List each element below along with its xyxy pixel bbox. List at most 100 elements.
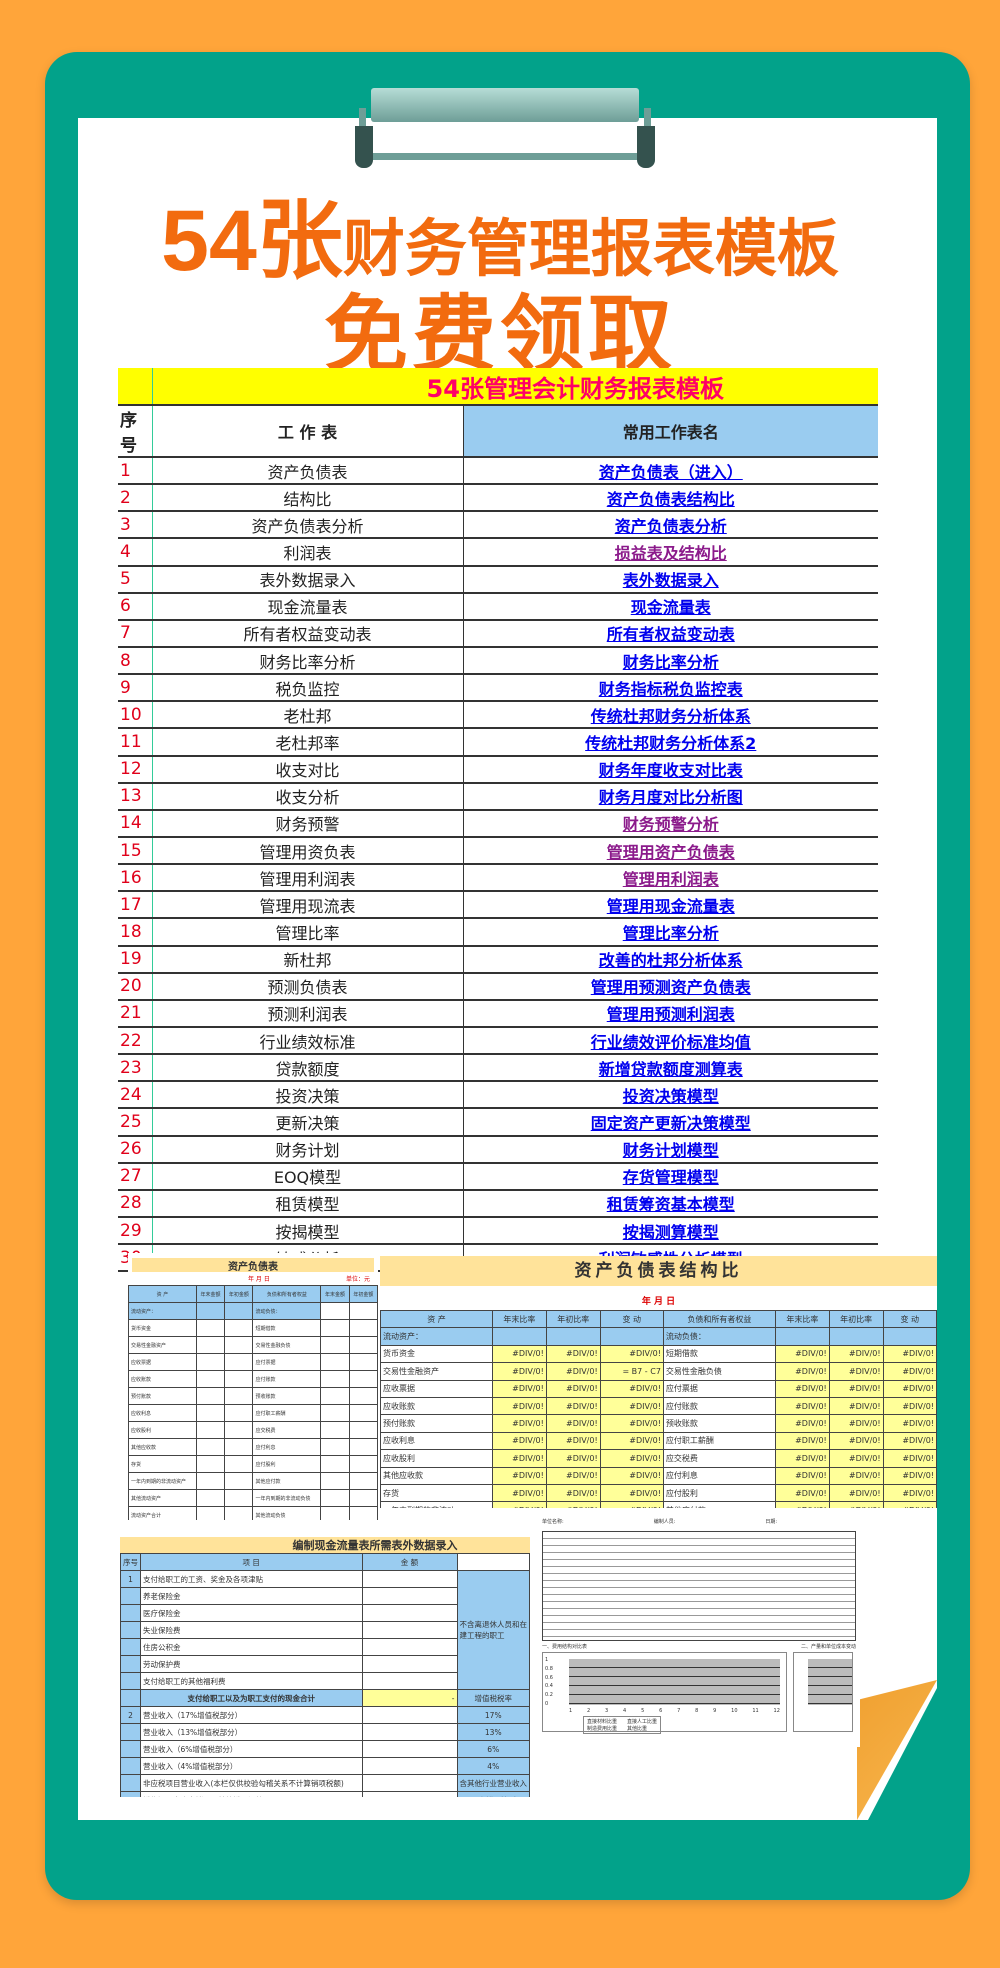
row-seq: 7 xyxy=(118,619,153,648)
cell-value: #DIV/0! xyxy=(882,1449,937,1468)
row-sheet: 收支对比 xyxy=(152,755,464,784)
cell: 增值税税率 xyxy=(456,1689,530,1707)
row-seq: 6 xyxy=(118,592,153,621)
sheet-link[interactable]: 投资决策模型 xyxy=(463,1081,878,1110)
cell: 销售旧固定资产销项及其他销项调整 xyxy=(140,1791,363,1797)
x-tick: 6 xyxy=(659,1708,663,1714)
cell: 存货 xyxy=(380,1483,494,1503)
sheet-link[interactable]: 财务月度对比分析图 xyxy=(463,782,878,811)
legend-item: 直接人工比重 xyxy=(627,1719,658,1725)
sheet-link[interactable]: 管理用预测资产负债表 xyxy=(463,972,878,1001)
cell: 支付给职工以及为职工支付的现金合计 xyxy=(140,1689,363,1707)
cell: 13% xyxy=(456,1723,530,1741)
sheet-link[interactable]: 新增贷款额度测算表 xyxy=(463,1054,878,1083)
col-header: 金 额 xyxy=(361,1553,458,1571)
sheet-link[interactable]: 资产负债表结构比 xyxy=(463,484,878,513)
row-sheet: 利润表 xyxy=(152,538,464,567)
cell: 营业收入（17%增值税部分） xyxy=(140,1706,363,1724)
cell: 其他流动负债 xyxy=(252,1506,322,1520)
sheet-link[interactable]: 管理用资产负债表 xyxy=(463,836,878,866)
row-sheet: 预测负债表 xyxy=(152,972,464,1001)
table-row: 28 租赁模型 租赁筹资基本模型 xyxy=(118,1189,878,1218)
cell-value: #DIV/0! xyxy=(774,1449,830,1468)
sheet-link[interactable]: 传统杜邦财务分析体系 xyxy=(463,701,878,730)
row-sheet: 管理用现流表 xyxy=(152,891,464,920)
col-header: 年初比率 xyxy=(828,1309,884,1329)
sheet-link[interactable]: 行业绩效评价标准均值 xyxy=(463,1026,878,1056)
row-seq: 4 xyxy=(118,538,153,567)
cell: 应付账款 xyxy=(662,1396,776,1416)
row-seq: 22 xyxy=(118,1026,153,1056)
cell xyxy=(120,1621,141,1639)
cell: 其他应付款 xyxy=(252,1472,322,1490)
cell-value: #DIV/0! xyxy=(492,1414,547,1433)
row-sheet: 表外数据录入 xyxy=(152,565,464,594)
cell: 非应税项目营业收入(本栏仅供校验勾稽关系不计算销项税额) xyxy=(140,1774,363,1792)
cell-value: #DIV/0! xyxy=(828,1379,884,1398)
table-row: 29 按揭模型 按揭测算模型 xyxy=(118,1216,878,1246)
sheet-link[interactable]: 表外数据录入 xyxy=(463,565,878,594)
table-row: 26 财务计划 财务计划模型 xyxy=(118,1135,878,1164)
cell-value: #DIV/0! xyxy=(599,1501,664,1508)
cell-value: #DIV/0! xyxy=(492,1501,547,1508)
sheet-link[interactable]: 传统杜邦财务分析体系2 xyxy=(463,728,878,757)
sheet-link[interactable]: 财务年度收支对比表 xyxy=(463,755,878,784)
row-seq: 18 xyxy=(118,918,153,947)
y-tick: 1 xyxy=(545,1657,549,1663)
sheet-link[interactable]: 所有者权益变动表 xyxy=(463,619,878,648)
sheet-link[interactable]: 资产负债表（进入） xyxy=(463,457,878,486)
cell: 交易性金融资产 xyxy=(380,1362,494,1381)
col-header: 年初金额 xyxy=(348,1285,378,1303)
cell: 一年内到期的非流动资产 xyxy=(128,1472,197,1490)
cell: 流动资产： xyxy=(380,1327,494,1346)
cell-value: #DIV/0! xyxy=(882,1466,937,1485)
row-sheet: 老杜邦 xyxy=(152,701,464,730)
col-header: 年末金额 xyxy=(320,1285,350,1303)
cell: 应付利息 xyxy=(252,1438,322,1456)
sheet-link[interactable]: 固定资产更新决策模型 xyxy=(463,1108,878,1137)
row-sheet: 结构比 xyxy=(152,484,464,513)
sheet-link[interactable]: 管理比率分析 xyxy=(463,918,878,947)
cell-value: #DIV/0! xyxy=(492,1483,547,1503)
sheet-link[interactable]: 按揭测算模型 xyxy=(463,1216,878,1246)
cell: 应付账款 xyxy=(252,1370,322,1388)
cell-value: #DIV/0! xyxy=(882,1379,937,1398)
sheet-link[interactable]: 财务比率分析 xyxy=(463,646,878,676)
row-seq: 11 xyxy=(118,728,153,757)
sheet-link[interactable]: 现金流量表 xyxy=(463,592,878,621)
cell: 失业保险费 xyxy=(140,1621,363,1639)
cell: 4% xyxy=(456,1757,530,1775)
x-tick: 4 xyxy=(623,1708,627,1714)
cell: 营业收入（4%增值税部分） xyxy=(140,1757,363,1775)
cell-value: #DIV/0! xyxy=(882,1501,937,1508)
headline-count: 54张 xyxy=(161,193,343,289)
row-sheet: 租赁模型 xyxy=(152,1189,464,1218)
row-seq: 29 xyxy=(118,1216,153,1246)
cell xyxy=(120,1723,141,1741)
row-sheet: 新杜邦 xyxy=(152,945,464,974)
row-seq: 15 xyxy=(118,836,153,866)
row-sheet: 老杜邦率 xyxy=(152,728,464,757)
sheet-link[interactable]: 改善的杜邦分析体系 xyxy=(463,945,878,974)
header-name: 常用工作表名 xyxy=(463,405,878,458)
sheet-link[interactable]: 财务预警分析 xyxy=(463,809,878,838)
sheet-link[interactable]: 管理用现金流量表 xyxy=(463,891,878,920)
cell: 预收账款 xyxy=(252,1387,322,1405)
sheet-link[interactable]: 财务指标税负监控表 xyxy=(463,674,878,703)
sheet-link[interactable]: 财务计划模型 xyxy=(463,1135,878,1164)
table-row: 9 税负监控 财务指标税负监控表 xyxy=(118,674,878,703)
sheet-link[interactable]: 管理用利润表 xyxy=(463,864,878,893)
sheet-link[interactable]: 租赁筹资基本模型 xyxy=(463,1189,878,1218)
table-row: 24 投资决策 投资决策模型 xyxy=(118,1081,878,1110)
thumb-date: 年 月 日 xyxy=(641,1297,676,1307)
headline-text: 财务管理报表模板 xyxy=(342,215,839,284)
balance-sheet-thumbnail: 资产负债表 年 月 日单位：元 资 产年末金额 年初金额 负债和所有者权益 年末金额年… xyxy=(128,1253,378,1520)
cell-value: #DIV/0! xyxy=(599,1344,664,1364)
sheet-link[interactable]: 存货管理模型 xyxy=(463,1162,878,1191)
cell-value: #DIV/0! xyxy=(492,1431,547,1451)
sheet-link[interactable]: 损益表及结构比 xyxy=(463,538,878,567)
sheet-link[interactable]: 资产负债表分析 xyxy=(463,511,878,540)
cell-value: #DIV/0! xyxy=(492,1379,547,1398)
sheet-link[interactable]: 管理用预测利润表 xyxy=(463,999,878,1028)
cell: 流动资产： xyxy=(128,1302,197,1320)
